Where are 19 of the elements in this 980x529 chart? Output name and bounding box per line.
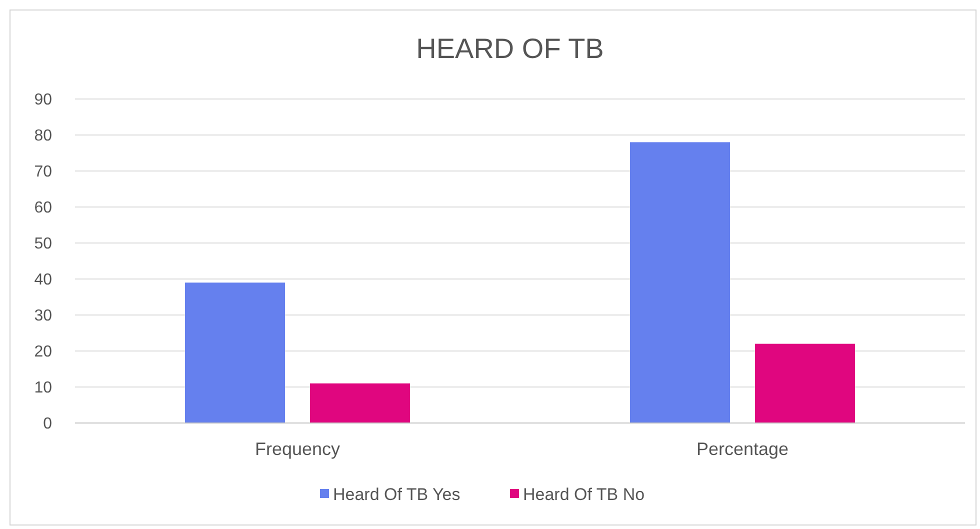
- x-tick-label: Percentage: [696, 439, 789, 459]
- legend-label: Heard Of TB Yes: [333, 484, 460, 504]
- y-tick-label: 0: [43, 416, 52, 433]
- bar: [630, 142, 730, 423]
- y-tick-label: 50: [34, 236, 52, 253]
- y-tick-label: 70: [34, 164, 52, 181]
- bar: [755, 344, 855, 423]
- y-tick-label: 40: [34, 272, 52, 289]
- y-tick-label: 30: [34, 308, 52, 325]
- chart-title: HEARD OF TB: [416, 33, 604, 64]
- y-tick-label: 10: [34, 380, 52, 397]
- legend-label: Heard Of TB No: [523, 484, 645, 504]
- y-tick-label: 80: [34, 128, 52, 145]
- x-tick-label: Frequency: [254, 439, 340, 459]
- y-tick-label: 60: [34, 200, 52, 217]
- y-tick-label: 20: [34, 344, 52, 361]
- y-tick-label: 90: [34, 92, 52, 109]
- bar: [185, 282, 285, 423]
- bar: [310, 383, 410, 423]
